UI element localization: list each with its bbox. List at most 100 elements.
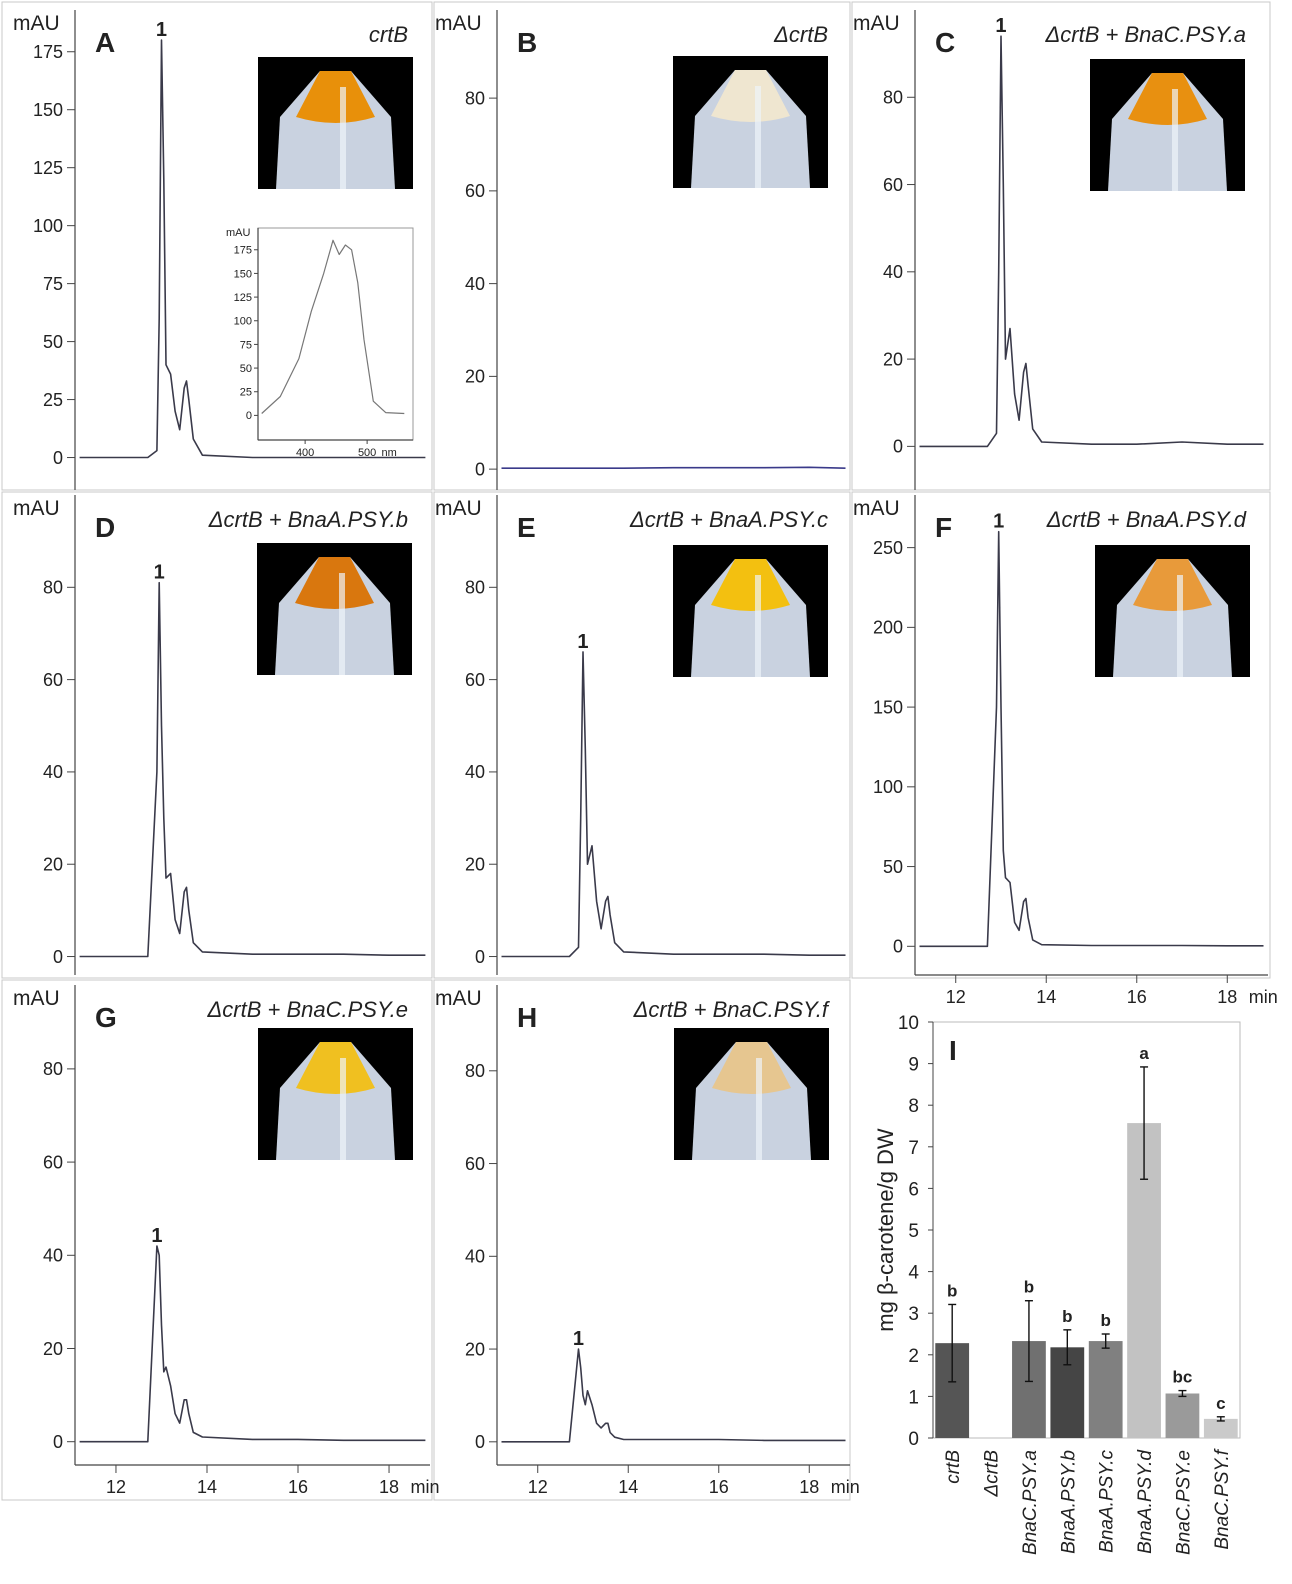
x-tick-label: 18	[379, 1477, 399, 1497]
x-tick-label: 18	[799, 1477, 819, 1497]
panel-frame	[1, 1, 433, 491]
panel-annotation: ΔcrtB + BnaA.PSY.b	[208, 507, 408, 532]
tube-cap-color	[712, 1042, 791, 1094]
y-tick-label: 80	[43, 1059, 63, 1079]
panel-letter: I	[949, 1035, 957, 1066]
y-tick-label: 3	[908, 1304, 919, 1325]
y-tick-label: 175	[33, 42, 63, 62]
y-axis-label: mAU	[853, 497, 900, 520]
y-tick-label: 1	[908, 1387, 919, 1408]
y-tick-label: 0	[246, 410, 252, 422]
y-tick-label: 20	[465, 367, 485, 387]
y-tick-label: 125	[234, 292, 252, 304]
x-tick-label: ΔcrtB	[982, 1450, 1003, 1498]
chromatogram-line	[501, 466, 846, 469]
y-tick-label: 125	[33, 158, 63, 178]
x-tick-label: BnaA.PSY.b	[1058, 1450, 1079, 1554]
x-axis-label: min	[1249, 987, 1278, 1007]
significance-letter: c	[1216, 1394, 1225, 1413]
y-tick-label: 75	[43, 274, 63, 294]
tube-highlight	[1177, 575, 1183, 677]
y-axis-label: mAU	[226, 227, 251, 239]
panel-annotation: ΔcrtB + BnaC.PSY.e	[207, 997, 408, 1022]
peak-label: 1	[154, 562, 165, 584]
tube-cap-color	[296, 71, 375, 123]
panel-annotation: ΔcrtB + BnaA.PSY.c	[629, 507, 828, 532]
y-tick-label: 200	[873, 618, 903, 638]
y-tick-label: 25	[43, 390, 63, 410]
x-tick-label: 12	[106, 1477, 126, 1497]
x-tick-label: 16	[1127, 987, 1147, 1007]
y-tick-label: 40	[43, 762, 63, 782]
panel-frame	[433, 491, 851, 979]
y-tick-label: 20	[465, 855, 485, 875]
panel-annotation: ΔcrtB + BnaC.PSY.f	[633, 997, 831, 1022]
y-tick-label: 250	[873, 538, 903, 558]
chromatogram-line	[79, 39, 426, 459]
y-axis-label: mAU	[13, 497, 60, 520]
x-tick-label: BnaA.PSY.d	[1135, 1449, 1156, 1554]
y-axis-label: mAU	[435, 12, 482, 35]
panel-letter: G	[95, 1002, 117, 1033]
panel-frame	[1, 491, 433, 979]
x-tick-label: 14	[197, 1477, 217, 1497]
y-tick-label: 8	[908, 1096, 919, 1117]
y-axis-label: mg β-carotene/g DW	[873, 1128, 898, 1332]
x-axis-label: nm	[381, 447, 396, 459]
plot-frame	[932, 1021, 1241, 1439]
y-tick-label: 0	[53, 947, 63, 967]
x-tick-label: 500	[358, 447, 376, 459]
y-tick-label: 100	[33, 216, 63, 236]
panel-annotation: ΔcrtB + BnaC.PSY.a	[1045, 22, 1246, 47]
y-tick-label: 40	[43, 1246, 63, 1266]
x-tick-label: BnaA.PSY.c	[1097, 1450, 1118, 1553]
panel-letter: F	[935, 512, 952, 543]
y-tick-label: 20	[465, 1339, 485, 1359]
panel-annotation: crtB	[369, 22, 408, 47]
y-tick-label: 7	[908, 1138, 919, 1159]
y-axis-label: mAU	[853, 12, 900, 35]
tube-cap-color	[295, 557, 374, 609]
panel-frame	[433, 979, 851, 1501]
y-tick-label: 150	[234, 268, 252, 280]
y-tick-label: 40	[465, 274, 485, 294]
chromatogram-line	[79, 581, 426, 958]
tube-highlight	[1172, 89, 1178, 191]
x-tick-label: BnaC.PSY.e	[1173, 1450, 1194, 1555]
peak-label: 1	[151, 1225, 162, 1247]
significance-letter: b	[1024, 1278, 1034, 1297]
panel-letter: B	[517, 27, 537, 58]
panel-frame	[1, 979, 433, 1501]
tube-cap-color	[296, 1042, 375, 1094]
y-tick-label: 20	[883, 349, 903, 369]
y-tick-label: 0	[475, 459, 485, 479]
y-tick-label: 50	[883, 857, 903, 877]
y-tick-label: 40	[465, 1247, 485, 1267]
y-axis-label: mAU	[435, 987, 482, 1010]
tube-highlight	[340, 87, 346, 189]
panel-annotation: ΔcrtB + BnaA.PSY.d	[1046, 507, 1247, 532]
y-tick-label: 0	[908, 1429, 919, 1450]
panel-letter: A	[95, 27, 115, 58]
y-tick-label: 80	[43, 578, 63, 598]
panel-letter: H	[517, 1002, 537, 1033]
tube-highlight	[340, 1058, 346, 1160]
x-tick-label: BnaC.PSY.a	[1020, 1450, 1041, 1555]
tube-cap-color	[1133, 559, 1212, 611]
y-tick-label: 5	[908, 1221, 919, 1242]
y-tick-label: 60	[465, 670, 485, 690]
tube-cap-color	[1128, 73, 1207, 125]
chromatogram-line	[919, 530, 1264, 948]
x-tick-label: BnaC.PSY.f	[1212, 1448, 1233, 1549]
y-tick-label: 80	[465, 578, 485, 598]
panel-frame	[851, 491, 1271, 979]
peak-label: 1	[995, 15, 1006, 37]
y-tick-label: 100	[873, 777, 903, 797]
y-tick-label: 0	[893, 437, 903, 457]
y-tick-label: 60	[883, 175, 903, 195]
chromatogram-line	[79, 1245, 426, 1443]
tube-highlight	[755, 575, 761, 677]
x-tick-label: 16	[288, 1477, 308, 1497]
